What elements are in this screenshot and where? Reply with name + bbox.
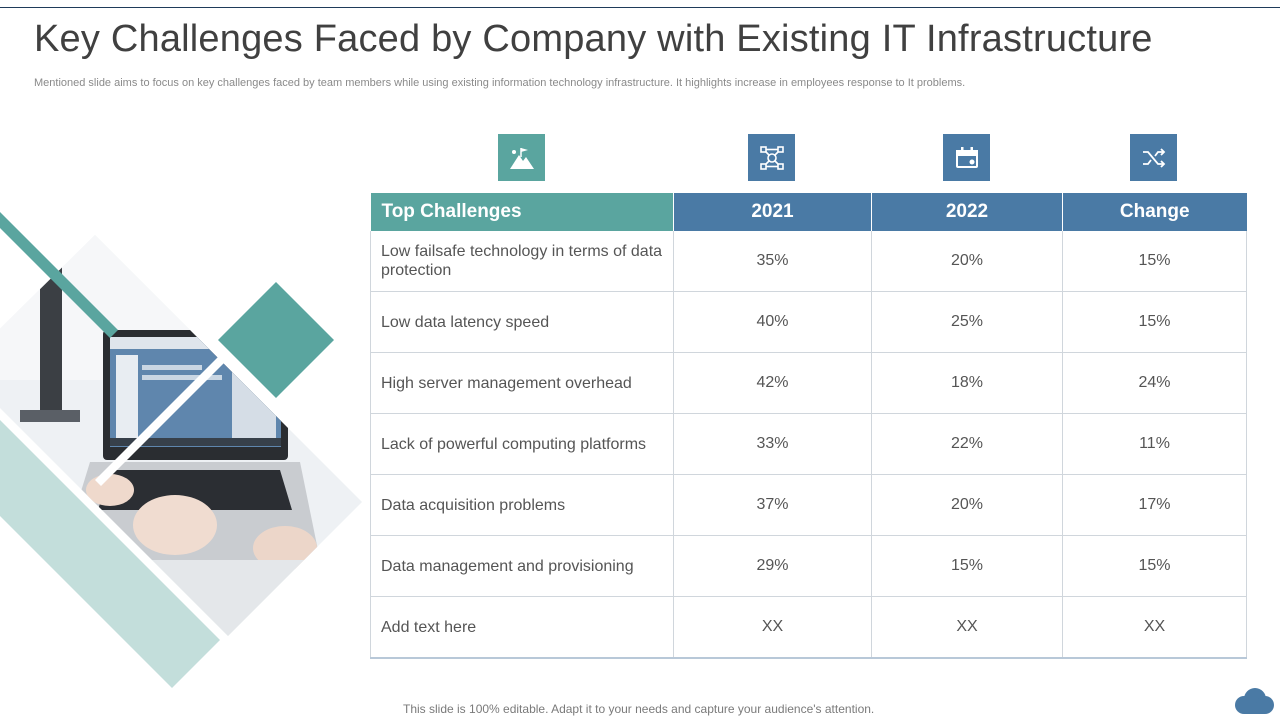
laptop-photo: [0, 235, 362, 636]
value-2022-cell: 18%: [871, 352, 1063, 414]
change-cell: 11%: [1062, 413, 1247, 475]
challenge-cell: Low failsafe technology in terms of data…: [370, 231, 674, 292]
challenge-cell: Data acquisition problems: [370, 474, 674, 536]
table-row: High server management overhead 42% 18% …: [370, 352, 1247, 414]
value-2021-cell: XX: [673, 596, 872, 659]
footer-note: This slide is 100% editable. Adapt it to…: [403, 702, 875, 716]
mountain-flag-icon: [498, 134, 545, 181]
slide-title: Key Challenges Faced by Company with Exi…: [34, 18, 1153, 60]
table-header-row: Top Challenges 2021 2022 Change: [370, 193, 1247, 231]
calendar-icon: [943, 134, 990, 181]
white-slash: [95, 343, 238, 486]
value-2021-cell: 40%: [673, 291, 872, 353]
teal-diamond: [218, 282, 334, 398]
change-cell: XX: [1062, 596, 1247, 659]
laptop-photo-collage: [0, 212, 362, 688]
change-cell: 15%: [1062, 231, 1247, 292]
table-row: Data management and provisioning 29% 15%…: [370, 535, 1247, 597]
change-cell: 15%: [1062, 291, 1247, 353]
value-2021-cell: 33%: [673, 413, 872, 475]
value-2022-cell: 20%: [871, 474, 1063, 536]
change-cell: 24%: [1062, 352, 1247, 414]
change-cell: 15%: [1062, 535, 1247, 597]
table-row: Lack of powerful computing platforms 33%…: [370, 413, 1247, 475]
light-teal-band: [0, 420, 220, 688]
teal-diagonal-bar: [0, 212, 118, 338]
header-change: Change: [1062, 193, 1247, 231]
slide-subtitle: Mentioned slide aims to focus on key cha…: [34, 77, 966, 89]
value-2022-cell: 25%: [871, 291, 1063, 353]
value-2022-cell: 15%: [871, 535, 1063, 597]
change-cell: 17%: [1062, 474, 1247, 536]
network-nodes-icon: [748, 134, 795, 181]
table-row: Low failsafe technology in terms of data…: [370, 231, 1247, 292]
challenge-cell: High server management overhead: [370, 352, 674, 414]
shuffle-icon: [1130, 134, 1177, 181]
header-top-challenges: Top Challenges: [370, 193, 674, 231]
value-2022-cell: XX: [871, 596, 1063, 659]
table-row: Add text here XX XX XX: [370, 596, 1247, 659]
table-row: Low data latency speed 40% 25% 15%: [370, 291, 1247, 353]
challenge-cell: Add text here: [370, 596, 674, 659]
value-2022-cell: 22%: [871, 413, 1063, 475]
value-2021-cell: 42%: [673, 352, 872, 414]
value-2021-cell: 35%: [673, 231, 872, 292]
header-2022: 2022: [871, 193, 1063, 231]
cloud-icon: [1235, 688, 1274, 714]
value-2021-cell: 37%: [673, 474, 872, 536]
challenges-table: Top Challenges 2021 2022 Change Low fail…: [370, 193, 1247, 659]
challenge-cell: Lack of powerful computing platforms: [370, 413, 674, 475]
challenge-cell: Low data latency speed: [370, 291, 674, 353]
challenge-cell: Data management and provisioning: [370, 535, 674, 597]
value-2022-cell: 20%: [871, 231, 1063, 292]
top-rule: [0, 7, 1280, 8]
value-2021-cell: 29%: [673, 535, 872, 597]
header-2021: 2021: [673, 193, 872, 231]
table-row: Data acquisition problems 37% 20% 17%: [370, 474, 1247, 536]
